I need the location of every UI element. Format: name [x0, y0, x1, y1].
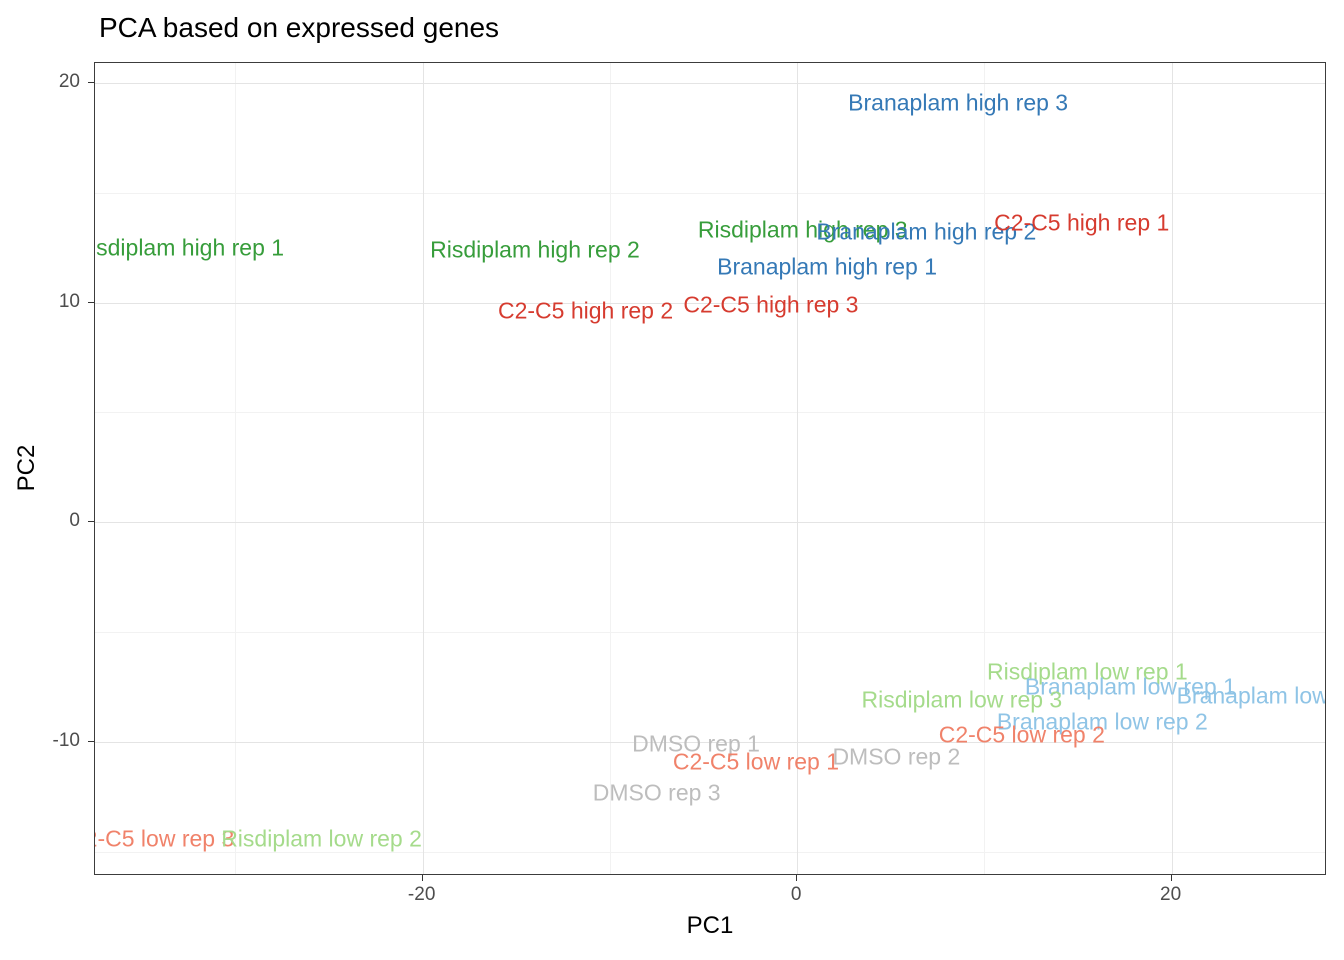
- point-label: C2-C5 low rep 3: [95, 824, 235, 851]
- point-label: DMSO rep 1: [632, 730, 760, 757]
- major-grid-line: [95, 522, 1325, 524]
- point-label: C2-C5 high rep 3: [683, 291, 859, 318]
- major-grid-line: [1171, 63, 1173, 874]
- x-tick-label: -20: [407, 884, 436, 905]
- x-tick-mark: [421, 875, 423, 881]
- x-tick-mark: [796, 875, 798, 881]
- point-label: Risdiplam high rep 3: [697, 216, 908, 243]
- y-tick-mark: [88, 521, 94, 523]
- point-label: C2-C5 low rep 2: [938, 721, 1105, 748]
- y-tick-label: -10: [52, 729, 80, 751]
- point-label: Risdiplam low rep 1: [986, 657, 1188, 684]
- major-grid-line: [95, 82, 1325, 84]
- chart-title: PCA based on expressed genes: [99, 12, 500, 43]
- minor-grid-line: [609, 63, 611, 874]
- point-label: DMSO rep 2: [832, 743, 961, 770]
- point-label: Risdiplam low rep 2: [221, 824, 422, 851]
- point-label: C2-C5 high rep 2: [497, 297, 674, 324]
- x-axis-title: PC1: [686, 912, 734, 939]
- point-label: Risdiplam low rep 3: [861, 686, 1063, 713]
- y-tick-label: 0: [69, 510, 80, 532]
- x-tick-label: 20: [1160, 884, 1182, 905]
- minor-grid-line: [235, 63, 237, 874]
- point-label: Branaplam high rep 3: [848, 88, 1069, 115]
- point-label: Risdiplam high rep 2: [430, 236, 640, 263]
- x-tick-label: 0: [790, 884, 802, 905]
- point-label: C2-C5 high rep 1: [994, 209, 1170, 236]
- point-label: DMSO rep 3: [592, 778, 721, 805]
- point-label: Branaplam high rep 2: [816, 218, 1037, 245]
- plot-panel: Branaplam high rep 3 Risdiplam high rep 3…: [94, 62, 1326, 875]
- y-tick-mark: [88, 81, 94, 83]
- major-grid-line: [95, 302, 1325, 304]
- major-grid-line: [422, 63, 424, 874]
- y-tick-label: 10: [58, 290, 80, 312]
- y-tick-mark: [88, 740, 94, 742]
- y-tick-mark: [88, 301, 94, 303]
- minor-grid-line: [95, 192, 1325, 194]
- minor-grid-line: [95, 851, 1325, 853]
- y-tick-label: 20: [58, 70, 80, 92]
- minor-grid-line: [984, 63, 986, 874]
- point-label: Branaplam low rep 2: [996, 708, 1208, 735]
- major-grid-line: [797, 63, 799, 874]
- minor-grid-line: [95, 632, 1325, 634]
- point-label: Risdiplam high rep 1: [94, 233, 285, 260]
- y-axis-title: PC2: [13, 444, 40, 492]
- point-label: Branaplam low rep 1: [1024, 673, 1236, 700]
- x-tick-mark: [1170, 875, 1172, 881]
- point-label: C2-C5 low rep 1: [672, 748, 840, 775]
- point-label: Branaplam high rep 1: [717, 253, 938, 280]
- point-label: Branaplam low rep 3: [1176, 682, 1326, 709]
- major-grid-line: [95, 741, 1325, 743]
- minor-grid-line: [95, 412, 1325, 414]
